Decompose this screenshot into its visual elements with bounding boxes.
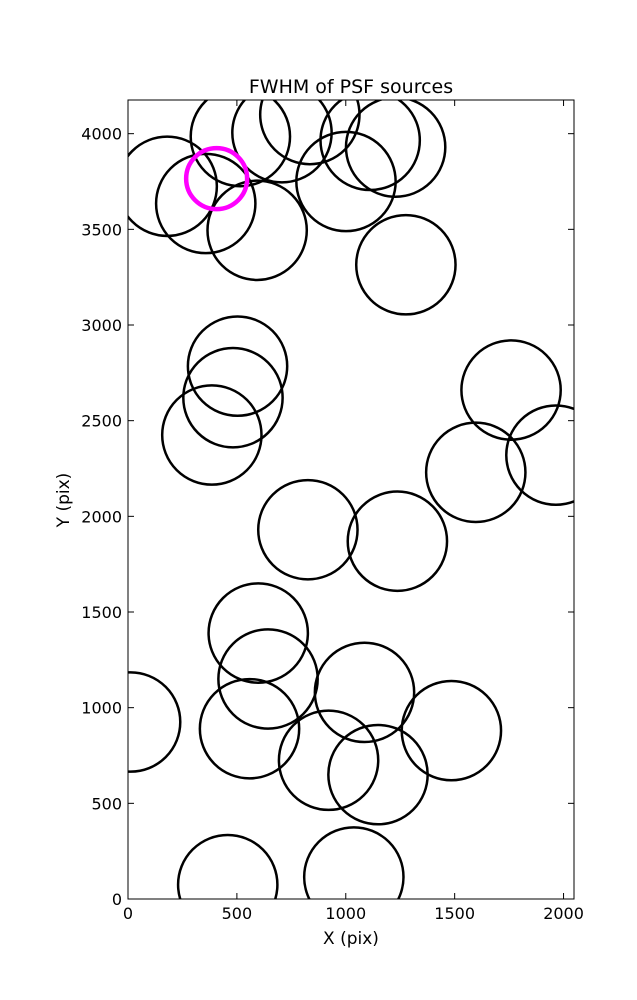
source-circle-2 [154, 152, 257, 255]
source-circle-15 [424, 421, 527, 524]
y-tick-label: 2500 [81, 412, 122, 431]
chart-title: FWHM of PSF sources [249, 76, 453, 98]
source-circle-21 [313, 641, 416, 744]
source-circle-12 [182, 346, 284, 449]
y-tick-label: 2000 [81, 507, 122, 526]
source-circle-3 [206, 179, 309, 282]
plot-frame [127, 99, 575, 900]
source-circle-22 [198, 677, 301, 780]
source-circle-25 [400, 679, 503, 782]
source-circle-10 [354, 213, 457, 316]
source-circle-11 [186, 315, 289, 418]
y-tick-label: 3000 [81, 316, 122, 335]
source-circle-8 [344, 100, 447, 198]
source-circle-18 [346, 490, 449, 593]
x-axis-label: X (pix) [323, 929, 379, 949]
source-circle-16 [505, 404, 574, 506]
source-circle-14 [460, 339, 562, 441]
source-circle-17 [256, 478, 359, 581]
y-tick-label: 4000 [81, 125, 122, 144]
highlighted-source-circle [183, 145, 250, 212]
x-tick-label: 1500 [434, 904, 475, 923]
y-tick-label: 1000 [81, 699, 122, 718]
source-circle-9 [295, 130, 397, 233]
x-tick-label: 0 [123, 904, 133, 923]
y-tick-label: 3500 [81, 220, 122, 239]
x-tick-label: 500 [222, 904, 253, 923]
source-circles [128, 100, 574, 899]
axis-ticks: 0 500 1000 1500 2000 0 500 1000 1500 2000 2500 3000… [81, 100, 584, 923]
source-circle-28 [302, 826, 405, 899]
y-tick-label: 0 [112, 890, 122, 909]
source-circle-20 [217, 628, 319, 730]
x-tick-label: 2000 [543, 904, 584, 923]
y-axis-label: Y (pix) [54, 473, 74, 529]
source-circle-27 [176, 833, 279, 899]
y-tick-label: 1500 [81, 603, 122, 622]
source-circle-13 [160, 384, 263, 486]
y-tick-label: 500 [91, 794, 122, 813]
source-circle-4 [189, 100, 292, 188]
source-circle-23 [277, 709, 380, 812]
x-tick-label: 1000 [325, 904, 366, 923]
source-circle-19 [207, 582, 310, 684]
source-circle-26 [128, 671, 182, 773]
